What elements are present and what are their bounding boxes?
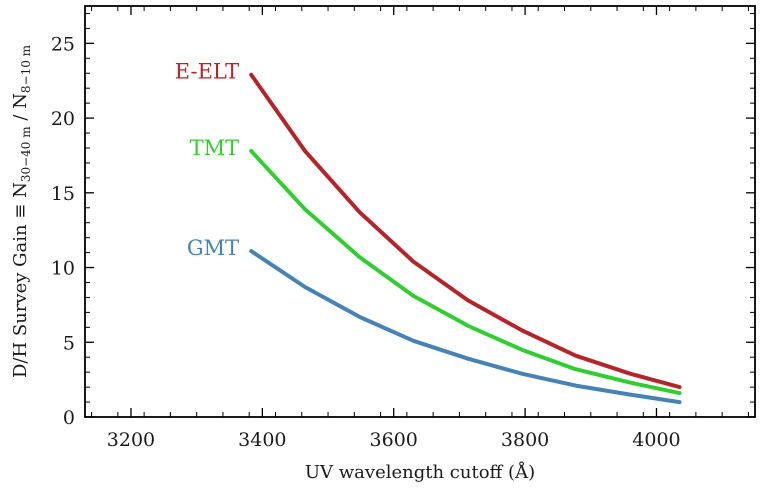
- series-label-gmt: GMT: [187, 236, 239, 260]
- y-tick-label: 15: [51, 183, 75, 205]
- x-tick-label: 3200: [107, 429, 155, 451]
- y-axis-title-prefix: D/H Survey Gain ≡ N: [10, 182, 31, 378]
- series-line-e-elt: [249, 72, 682, 390]
- y-tick-label: 5: [63, 332, 75, 354]
- y-axis-title-numerator-sub: 30−40 m: [19, 126, 33, 182]
- y-tick-label: 20: [51, 108, 75, 130]
- x-axis-title: UV wavelength cutoff (Å): [305, 461, 535, 483]
- y-tick-label: 25: [51, 33, 75, 55]
- series-label-tmt: TMT: [190, 136, 240, 160]
- y-axis-title: D/H Survey Gain ≡ N30−40 m / N8−10 m: [10, 44, 33, 378]
- series-label-e-elt: E-ELT: [175, 60, 239, 84]
- x-tick-label: 3800: [501, 429, 549, 451]
- series-labels: E-ELT TMT GMT: [175, 60, 239, 260]
- plot-frame: [84, 5, 756, 418]
- axis-ticks: 3200 3400 3600 3800 4000 0 5 10 15 20 25: [51, 6, 755, 451]
- x-tick-label: 3600: [370, 429, 418, 451]
- series-lines: [249, 72, 682, 405]
- x-tick-label: 3400: [238, 429, 286, 451]
- y-axis-title-denominator-sub: 8−10 m: [19, 44, 33, 93]
- y-tick-label: 10: [51, 258, 75, 280]
- series-line-tmt: [249, 149, 682, 396]
- y-axis-title-separator: / N: [10, 93, 31, 126]
- x-tick-label: 4000: [632, 429, 680, 451]
- series-line-gmt: [249, 249, 682, 405]
- y-tick-label: 0: [63, 407, 75, 429]
